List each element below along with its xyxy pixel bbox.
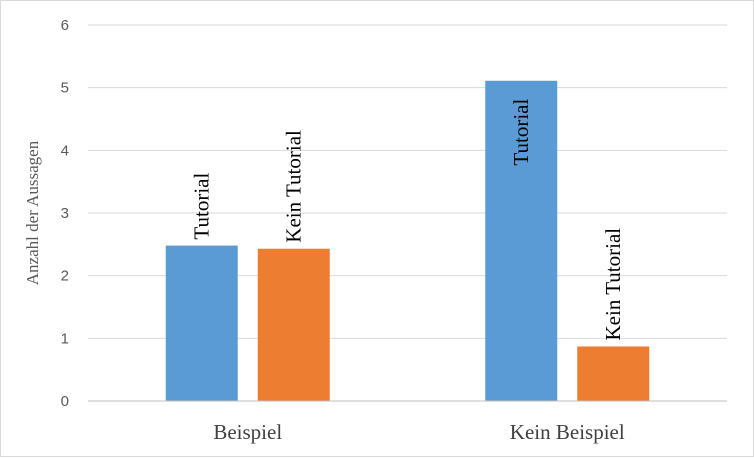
bar-kein-tutorial-kein-beispiel xyxy=(577,346,650,401)
y-tick-label-1: 1 xyxy=(61,330,69,347)
data-label-kein-tutorial-kein-beispiel: Kein Tutorial xyxy=(601,228,625,341)
bar-tutorial-beispiel xyxy=(165,245,238,401)
y-tick-label-4: 4 xyxy=(61,142,69,159)
y-axis-ticks: 0 1 2 3 4 5 6 xyxy=(61,17,69,410)
bar-tutorial-kein-beispiel xyxy=(485,80,558,402)
x-axis-categories: Beispiel Kein Beispiel xyxy=(213,420,625,444)
y-tick-label-3: 3 xyxy=(61,205,69,222)
data-label-kein-tutorial-beispiel: Kein Tutorial xyxy=(282,130,306,243)
x-category-label-beispiel: Beispiel xyxy=(213,420,282,444)
y-tick-label-2: 2 xyxy=(61,268,69,285)
data-labels: Tutorial Kein Tutorial Tutorial Kein Tutori… xyxy=(190,99,626,341)
x-category-label-kein-beispiel: Kein Beispiel xyxy=(510,420,625,444)
data-label-tutorial-beispiel: Tutorial xyxy=(190,173,214,240)
y-tick-label-6: 6 xyxy=(61,17,69,34)
y-tick-label-5: 5 xyxy=(61,80,69,97)
y-tick-label-0: 0 xyxy=(61,393,69,410)
bars xyxy=(165,80,650,402)
y-axis-label: Anzahl der Aussagen xyxy=(23,140,42,285)
bar-kein-tutorial-beispiel xyxy=(257,248,330,401)
data-label-tutorial-kein-beispiel: Tutorial xyxy=(509,99,533,166)
